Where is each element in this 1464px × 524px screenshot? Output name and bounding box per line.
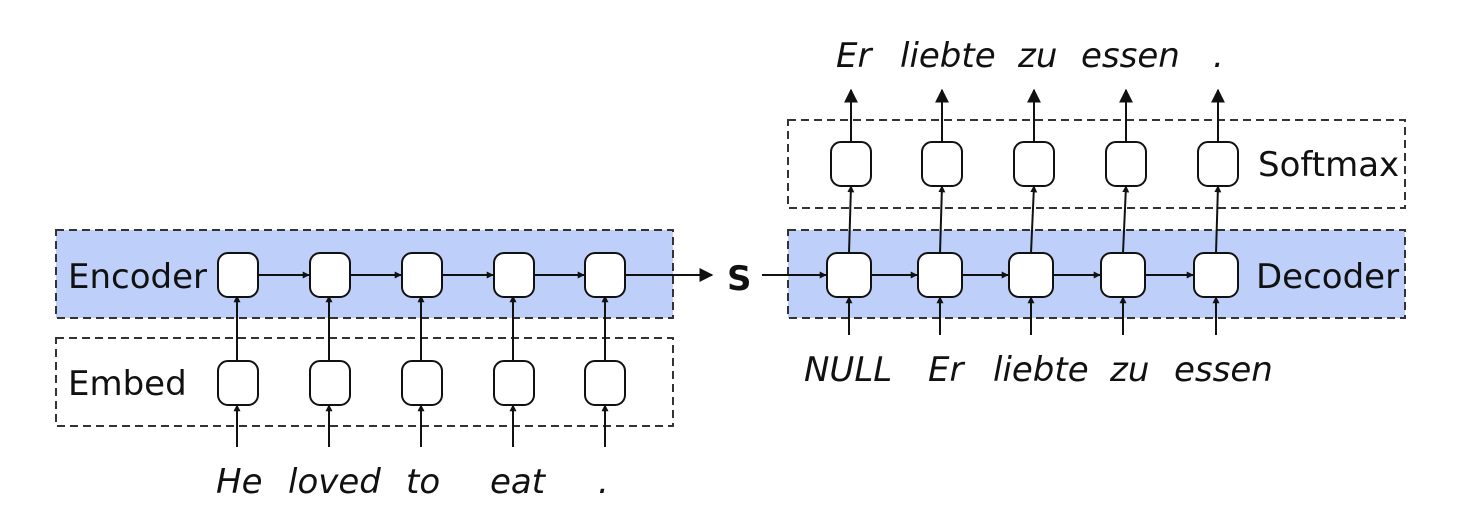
encoder-cell (401, 252, 443, 298)
encoder-cell (584, 252, 626, 298)
softmax-cell (1105, 141, 1147, 187)
decoder-cell (917, 252, 963, 298)
decoder-output-word: . (1213, 36, 1224, 76)
state-label: S (727, 259, 752, 299)
decoder-column (1193, 88, 1239, 335)
embed-cell (493, 360, 535, 406)
decoder-output-word: zu (1017, 36, 1057, 76)
decoder-column (826, 88, 872, 335)
encoder-cell (309, 252, 351, 298)
encoder-input-word: to (406, 462, 440, 502)
decoder-input-word: essen (1174, 350, 1273, 390)
encoder-cell (493, 252, 535, 298)
encoder-input-word: loved (288, 462, 381, 502)
decoder-column (1100, 88, 1147, 335)
encoder-label: Encoder (68, 257, 207, 297)
softmax-label: Softmax (1258, 145, 1399, 185)
encoder-column (493, 252, 535, 447)
encoder-column (309, 252, 351, 447)
decoder-column (1008, 88, 1055, 335)
decoder-input-word: zu (1109, 350, 1149, 390)
decoder-label: Decoder (1256, 257, 1399, 297)
decoder-output-word: Er (836, 36, 873, 76)
encoder-input-word: eat (490, 462, 547, 502)
decoder-cell (1008, 252, 1054, 298)
embed-cell (217, 360, 259, 406)
softmax-cell (1013, 141, 1055, 187)
embed-cell (401, 360, 443, 406)
softmax-cell (830, 141, 872, 187)
decoder-cell (1193, 252, 1239, 298)
decoder-input-word: NULL (804, 350, 892, 390)
encoder-input-word: He (216, 462, 262, 502)
decoder-input-word: liebte (993, 350, 1089, 390)
encoder-cell (217, 252, 259, 298)
encoder-input-word: . (598, 462, 609, 502)
decoder-output-word: essen (1081, 36, 1180, 76)
decoder-output-word: liebte (900, 36, 996, 76)
decoder-cell (826, 252, 872, 298)
softmax-cell (921, 141, 963, 187)
decoder-input-word: Er (928, 350, 965, 390)
encoder-column (584, 252, 626, 447)
embed-layer-box (55, 337, 674, 427)
encoder-column (401, 252, 443, 447)
decoder-cell (1100, 252, 1146, 298)
encoder-column (217, 252, 259, 447)
embed-cell (309, 360, 351, 406)
decoder-column (917, 88, 963, 335)
softmax-layer-box (787, 119, 1406, 209)
embed-cell (584, 360, 626, 406)
softmax-cell (1197, 141, 1239, 187)
embed-label: Embed (68, 364, 187, 404)
